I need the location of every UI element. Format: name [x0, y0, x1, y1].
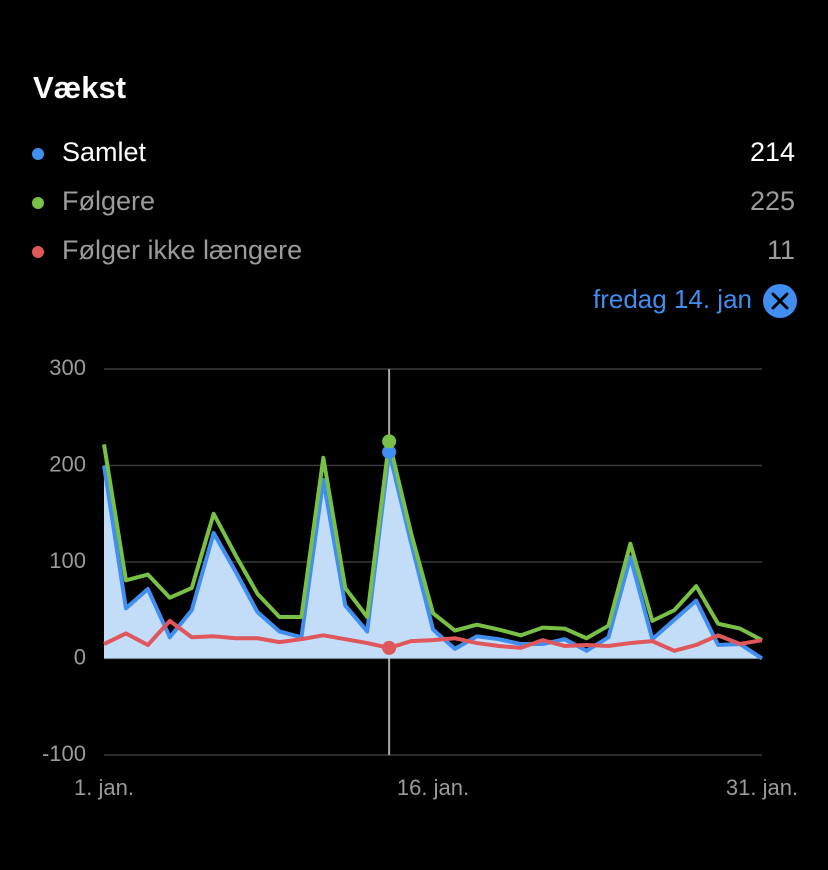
x-tick-label: 31. jan.	[726, 775, 798, 800]
y-tick-label: 200	[49, 451, 86, 476]
legend-dot	[32, 246, 44, 258]
title: Vækst	[33, 70, 126, 105]
line	[103, 618, 763, 653]
selected-point	[382, 434, 397, 449]
selected-point	[382, 444, 397, 459]
y-tick-label: 100	[49, 548, 86, 573]
legend-label: Samlet	[62, 137, 147, 167]
legend-value: 11	[767, 235, 795, 265]
y-tick-label: 300	[49, 355, 86, 380]
x-tick-label: 1. jan.	[74, 775, 134, 800]
selected-point	[382, 640, 397, 655]
x-tick-label: 16. jan.	[397, 775, 469, 800]
legend-value: 214	[750, 137, 795, 167]
clear-selection[interactable]	[763, 284, 797, 318]
y-tick-label: 0	[74, 644, 86, 669]
legend-dot	[32, 197, 44, 209]
legend-value: 225	[750, 186, 795, 216]
selected-date: fredag 14. jan	[593, 284, 752, 314]
legend-label: Følgere	[62, 186, 155, 216]
y-tick-label: -100	[42, 741, 86, 766]
legend-label: Følger ikke længere	[62, 235, 302, 265]
line	[102, 439, 763, 642]
legend-dot	[32, 148, 44, 160]
